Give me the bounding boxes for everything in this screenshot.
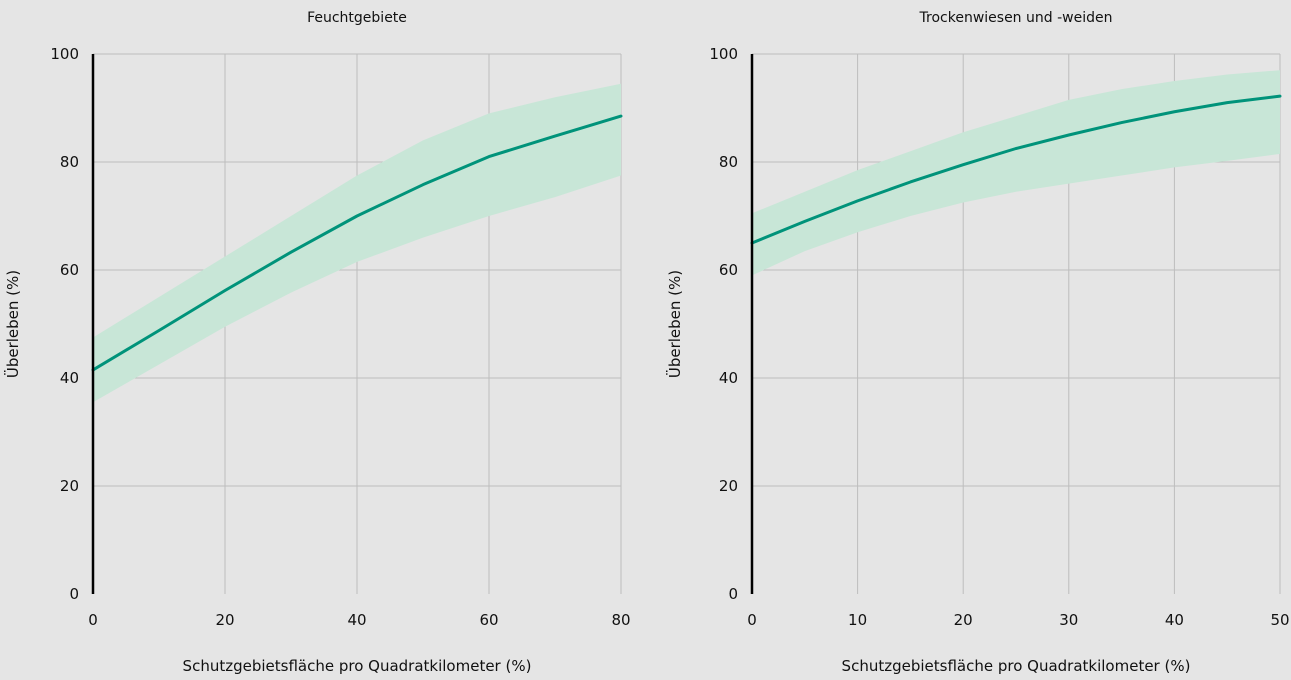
x-tick-label: 0 bbox=[88, 611, 98, 629]
y-tick-label: 60 bbox=[60, 261, 79, 279]
y-tick-label: 0 bbox=[69, 585, 79, 603]
x-tick-label: 50 bbox=[1270, 611, 1289, 629]
y-tick-label: 20 bbox=[719, 477, 738, 495]
x-tick-label: 40 bbox=[347, 611, 366, 629]
x-tick-label: 30 bbox=[1059, 611, 1078, 629]
y-tick-label: 100 bbox=[50, 45, 79, 63]
survival-line bbox=[750, 94, 1282, 245]
chart-title: Trockenwiesen und -weiden bbox=[919, 10, 1113, 26]
x-tick-label: 10 bbox=[848, 611, 867, 629]
confidence-band bbox=[752, 70, 1280, 276]
y-tick-label: 20 bbox=[60, 477, 79, 495]
chart-panel-1: 0 20 40 60 80 0 20 40 60 80 100 Feuchtgebiete Schutz… bbox=[3, 10, 631, 675]
survival-line bbox=[91, 114, 623, 372]
y-tick-label: 40 bbox=[60, 369, 79, 387]
y-axis-title: Überleben (%) bbox=[665, 270, 684, 378]
x-tick-label: 20 bbox=[954, 611, 973, 629]
x-tick-label: 40 bbox=[1165, 611, 1184, 629]
y-axis-title: Überleben (%) bbox=[3, 270, 22, 378]
y-tick-label: 100 bbox=[709, 45, 738, 63]
y-tick-label: 60 bbox=[719, 261, 738, 279]
x-tick-label: 80 bbox=[611, 611, 630, 629]
confidence-band bbox=[93, 83, 621, 403]
y-tick-label: 0 bbox=[728, 585, 738, 603]
y-tick-label: 80 bbox=[60, 153, 79, 171]
y-tick-label: 40 bbox=[719, 369, 738, 387]
y-tick-label: 80 bbox=[719, 153, 738, 171]
x-axis-title: Schutzgebietsfläche pro Quadratkilometer… bbox=[842, 657, 1191, 675]
x-tick-label: 0 bbox=[747, 611, 757, 629]
chart-title: Feuchtgebiete bbox=[307, 10, 407, 26]
x-axis-title: Schutzgebietsfläche pro Quadratkilometer… bbox=[183, 657, 532, 675]
chart-panel-2: 0 10 20 30 40 50 0 20 40 60 80 100 Trockenwiesen und… bbox=[665, 10, 1290, 675]
x-tick-label: 20 bbox=[215, 611, 234, 629]
x-tick-label: 60 bbox=[479, 611, 498, 629]
